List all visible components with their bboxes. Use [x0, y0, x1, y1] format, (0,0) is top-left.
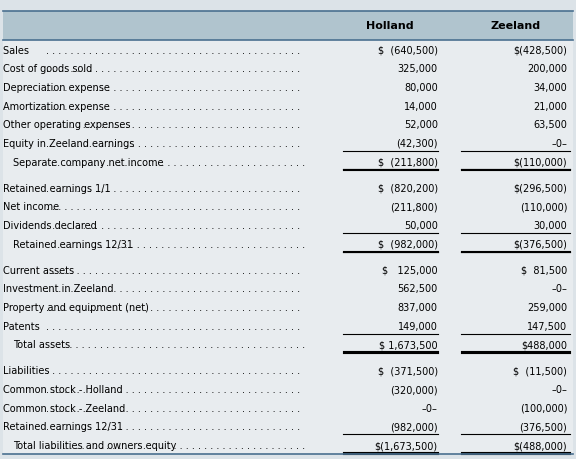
Text: Investment in Zeeland: Investment in Zeeland [3, 284, 116, 294]
Text: . . . . . . . . . . . . . . . . . . . . . . . . . . . . . . . . . . . . . . . . : . . . . . . . . . . . . . . . . . . . . … [46, 265, 300, 275]
Text: $ 1,673,500: $ 1,673,500 [379, 340, 438, 350]
Text: Total assets: Total assets [13, 340, 73, 350]
Text: (110,000): (110,000) [520, 202, 567, 212]
Text: $  (820,200): $ (820,200) [378, 183, 438, 193]
Text: 200,000: 200,000 [528, 64, 567, 74]
Text: . . . . . . . . . . . . . . . . . . . . . . . . . . . . . . . . . . . . . . . . : . . . . . . . . . . . . . . . . . . . . … [46, 321, 300, 331]
Text: $  (640,500): $ (640,500) [378, 45, 438, 56]
Text: $(296,500): $(296,500) [513, 183, 567, 193]
Text: . . . . . . . . . . . . . . . . . . . . . . . . . . . . . . . . . . . . . . . . : . . . . . . . . . . . . . . . . . . . . … [46, 302, 300, 313]
Text: . . . . . . . . . . . . . . . . . . . . . . . . . . . . . . . . . . . . . . . . : . . . . . . . . . . . . . . . . . . . . … [46, 384, 300, 394]
Text: Current assets: Current assets [3, 265, 77, 275]
Text: . . . . . . . . . . . . . . . . . . . . . . . . . . . . . . . . . . . . . . . . : . . . . . . . . . . . . . . . . . . . . … [46, 64, 300, 74]
Text: $(428,500): $(428,500) [513, 45, 567, 56]
Text: Net income: Net income [3, 202, 62, 212]
Text: 30,000: 30,000 [533, 220, 567, 230]
Text: Separate company net income: Separate company net income [13, 157, 166, 167]
Text: Sales: Sales [3, 45, 32, 56]
Text: . . . . . . . . . . . . . . . . . . . . . . . . . . . . . . . . . . . . . . . . : . . . . . . . . . . . . . . . . . . . . … [46, 120, 300, 130]
Text: . . . . . . . . . . . . . . . . . . . . . . . . . . . . . . . . . . . . . . . . : . . . . . . . . . . . . . . . . . . . . … [46, 202, 300, 212]
Text: . . . . . . . . . . . . . . . . . . . . . . . . . . . . . . . . . . . . . . . . : . . . . . . . . . . . . . . . . . . . . … [46, 220, 300, 230]
Text: 80,000: 80,000 [404, 83, 438, 93]
Text: Retained earnings 1/1: Retained earnings 1/1 [3, 183, 113, 193]
Text: Amortization expense: Amortization expense [3, 101, 113, 112]
Text: Common stock - Zeeland: Common stock - Zeeland [3, 403, 128, 413]
Text: Equity in Zeeland earnings: Equity in Zeeland earnings [3, 139, 138, 149]
Text: 63,500: 63,500 [533, 120, 567, 130]
Text: 562,500: 562,500 [397, 284, 438, 294]
Text: . . . . . . . . . . . . . . . . . . . . . . . . . . . . . . . . . . . . . . . . : . . . . . . . . . . . . . . . . . . . . … [46, 45, 300, 56]
Text: . . . . . . . . . . . . . . . . . . . . . . . . . . . . . . . . . . . . . . . . : . . . . . . . . . . . . . . . . . . . . … [46, 139, 300, 149]
Text: Zeeland: Zeeland [490, 22, 541, 31]
Text: 52,000: 52,000 [404, 120, 438, 130]
Text: . . . . . . . . . . . . . . . . . . . . . . . . . . . . . . . . . . . . . . . . : . . . . . . . . . . . . . . . . . . . . … [51, 440, 305, 450]
Text: (982,000): (982,000) [390, 421, 438, 431]
Text: 14,000: 14,000 [404, 101, 438, 112]
Text: Dividends declared: Dividends declared [3, 220, 100, 230]
Text: $   125,000: $ 125,000 [382, 265, 438, 275]
Text: Patents: Patents [3, 321, 43, 331]
Text: –0–: –0– [551, 139, 567, 149]
Text: $(1,673,500): $(1,673,500) [374, 440, 438, 450]
Text: . . . . . . . . . . . . . . . . . . . . . . . . . . . . . . . . . . . . . . . . : . . . . . . . . . . . . . . . . . . . . … [46, 366, 300, 375]
Text: . . . . . . . . . . . . . . . . . . . . . . . . . . . . . . . . . . . . . . . . : . . . . . . . . . . . . . . . . . . . . … [46, 83, 300, 93]
Text: Property and equipment (net): Property and equipment (net) [3, 302, 152, 313]
Text: . . . . . . . . . . . . . . . . . . . . . . . . . . . . . . . . . . . . . . . . : . . . . . . . . . . . . . . . . . . . . … [51, 157, 305, 167]
Text: Holland: Holland [366, 22, 414, 31]
Text: 34,000: 34,000 [533, 83, 567, 93]
Text: Retained earnings 12/31: Retained earnings 12/31 [13, 239, 136, 249]
Text: $488,000: $488,000 [521, 340, 567, 350]
Bar [3, 11, 573, 41]
Text: (211,800): (211,800) [390, 202, 438, 212]
Text: . . . . . . . . . . . . . . . . . . . . . . . . . . . . . . . . . . . . . . . . : . . . . . . . . . . . . . . . . . . . . … [51, 239, 305, 249]
Text: 837,000: 837,000 [398, 302, 438, 313]
Text: Retained earnings 12/31: Retained earnings 12/31 [3, 421, 126, 431]
Text: $  (371,500): $ (371,500) [378, 366, 438, 375]
Text: $  (11,500): $ (11,500) [513, 366, 567, 375]
Text: Other operating expenses: Other operating expenses [3, 120, 134, 130]
Text: Liabilities: Liabilities [3, 366, 52, 375]
Text: . . . . . . . . . . . . . . . . . . . . . . . . . . . . . . . . . . . . . . . . : . . . . . . . . . . . . . . . . . . . . … [46, 101, 300, 112]
Text: 50,000: 50,000 [404, 220, 438, 230]
Text: $(488,000): $(488,000) [514, 440, 567, 450]
Text: . . . . . . . . . . . . . . . . . . . . . . . . . . . . . . . . . . . . . . . . : . . . . . . . . . . . . . . . . . . . . … [46, 183, 300, 193]
Text: . . . . . . . . . . . . . . . . . . . . . . . . . . . . . . . . . . . . . . . . : . . . . . . . . . . . . . . . . . . . . … [46, 284, 300, 294]
Text: –0–: –0– [551, 284, 567, 294]
Text: (376,500): (376,500) [520, 421, 567, 431]
Text: (100,000): (100,000) [520, 403, 567, 413]
Text: 325,000: 325,000 [397, 64, 438, 74]
Text: $(376,500): $(376,500) [513, 239, 567, 249]
Text: 149,000: 149,000 [398, 321, 438, 331]
Text: –0–: –0– [551, 384, 567, 394]
Text: . . . . . . . . . . . . . . . . . . . . . . . . . . . . . . . . . . . . . . . . : . . . . . . . . . . . . . . . . . . . . … [46, 421, 300, 431]
Text: $(110,000): $(110,000) [514, 157, 567, 167]
Text: –0–: –0– [422, 403, 438, 413]
Text: 147,500: 147,500 [527, 321, 567, 331]
Text: . . . . . . . . . . . . . . . . . . . . . . . . . . . . . . . . . . . . . . . . : . . . . . . . . . . . . . . . . . . . . … [46, 403, 300, 413]
Text: Depreciation expense: Depreciation expense [3, 83, 113, 93]
Text: Common stock - Holland: Common stock - Holland [3, 384, 126, 394]
Text: 259,000: 259,000 [527, 302, 567, 313]
Text: $  (211,800): $ (211,800) [378, 157, 438, 167]
Text: (42,300): (42,300) [396, 139, 438, 149]
Text: $  81,500: $ 81,500 [521, 265, 567, 275]
Text: 21,000: 21,000 [533, 101, 567, 112]
Text: $  (982,000): $ (982,000) [378, 239, 438, 249]
Text: (320,000): (320,000) [390, 384, 438, 394]
Text: . . . . . . . . . . . . . . . . . . . . . . . . . . . . . . . . . . . . . . . . : . . . . . . . . . . . . . . . . . . . . … [51, 340, 305, 350]
Text: Total liabilities and owners equity: Total liabilities and owners equity [13, 440, 179, 450]
Text: Cost of goods sold: Cost of goods sold [3, 64, 95, 74]
